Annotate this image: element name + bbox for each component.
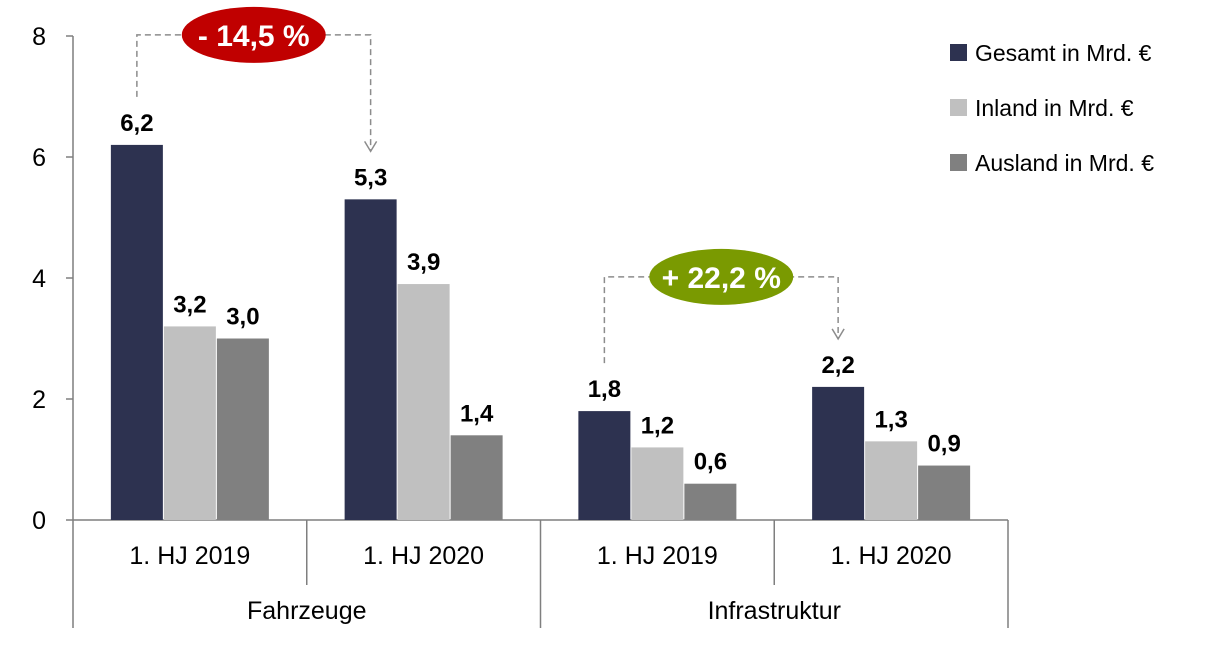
data-label: 1,3: [874, 406, 907, 433]
x-category-label: 1. HJ 2020: [831, 542, 952, 570]
bar: [631, 447, 684, 520]
bar: [216, 338, 269, 520]
y-tick-label: 4: [32, 265, 46, 293]
annotation-text: - 14,5 %: [198, 20, 310, 53]
data-label: 1,2: [641, 412, 674, 439]
y-tick-label: 2: [32, 386, 46, 414]
bar: [865, 441, 918, 520]
data-label: 3,9: [407, 249, 440, 276]
legend-label: Ausland in Mrd. €: [975, 150, 1154, 176]
legend-label: Inland in Mrd. €: [975, 95, 1134, 121]
legend-swatch: [950, 154, 967, 171]
data-label: 1,8: [588, 376, 621, 403]
legend-label: Gesamt in Mrd. €: [975, 40, 1152, 66]
bar: [397, 284, 450, 520]
annotation-text: + 22,2 %: [662, 262, 781, 295]
annotation-badge: [649, 248, 794, 305]
bar: [812, 386, 865, 520]
y-tick-label: 0: [32, 507, 46, 535]
data-label: 5,3: [354, 164, 387, 191]
annotation-arrowhead: [363, 140, 378, 153]
data-label: 3,2: [173, 291, 206, 318]
x-category-label: 1. HJ 2019: [597, 542, 718, 570]
y-tick-label: 6: [32, 144, 46, 172]
x-category-label: 1. HJ 2019: [129, 542, 250, 570]
bar: [578, 411, 631, 520]
legend-swatch: [950, 99, 967, 116]
data-label: 3,0: [226, 304, 259, 331]
annotation-badge: [181, 6, 326, 63]
legend-swatch: [950, 44, 967, 61]
x-group-label: Fahrzeuge: [247, 597, 367, 625]
bar: [344, 199, 397, 520]
x-group-label: Infrastruktur: [708, 597, 841, 625]
x-category-label: 1. HJ 2020: [363, 542, 484, 570]
annotation-arrowhead: [831, 328, 845, 341]
data-label: 2,2: [821, 352, 854, 379]
bar: [450, 435, 503, 520]
bar: [918, 465, 971, 520]
data-label: 6,2: [120, 110, 153, 137]
data-label: 0,6: [694, 449, 727, 476]
y-tick-label: 8: [32, 23, 46, 51]
annotation-connector: [136, 34, 372, 152]
data-label: 0,9: [927, 431, 960, 458]
bar: [110, 144, 163, 520]
bar: [684, 483, 737, 520]
bar: [163, 326, 216, 520]
data-label: 1,4: [460, 400, 494, 427]
